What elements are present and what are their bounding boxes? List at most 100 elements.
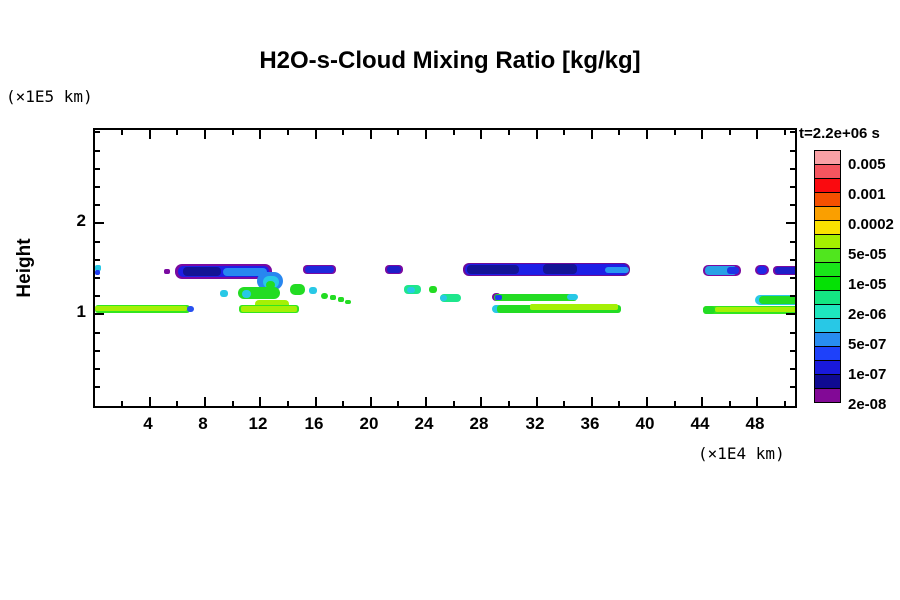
cloud-contour-segment xyxy=(242,290,251,298)
colorbar-label: 1e-05 xyxy=(848,276,887,293)
axis-tick xyxy=(95,386,100,388)
axis-tick xyxy=(95,241,100,243)
axis-tick xyxy=(729,401,731,406)
cloud-contour-segment xyxy=(567,294,578,300)
axis-tick xyxy=(790,277,795,279)
cloud-contour-segment xyxy=(429,286,437,293)
axis-tick xyxy=(95,277,100,279)
cloud-contour-segment xyxy=(95,306,187,311)
colorbar-cell xyxy=(814,192,841,207)
cloud-contour-segment xyxy=(775,267,795,274)
axis-tick xyxy=(95,222,104,224)
cloud-contour-segment xyxy=(187,306,194,312)
colorbar-label: 2e-06 xyxy=(848,306,887,323)
axis-tick xyxy=(425,130,427,139)
colorbar-cell xyxy=(814,304,841,319)
axis-tick xyxy=(453,401,455,406)
cloud-contour-segment xyxy=(727,267,739,274)
axis-tick xyxy=(95,186,100,188)
cloud-contour-segment xyxy=(715,307,795,312)
cloud-contour-segment xyxy=(530,304,618,310)
axis-tick xyxy=(259,130,261,139)
axis-tick xyxy=(397,401,399,406)
cloud-contour-segment xyxy=(95,265,101,271)
axis-tick xyxy=(95,131,100,133)
colorbar-cell xyxy=(814,374,841,389)
axis-tick xyxy=(790,259,795,261)
x-tick-label: 12 xyxy=(248,414,268,433)
axis-tick xyxy=(790,186,795,188)
cloud-contour-segment xyxy=(241,306,297,312)
cloud-contour-segment xyxy=(757,266,767,274)
axis-tick xyxy=(536,397,538,406)
y-tick-label: 1 xyxy=(76,302,86,321)
axis-tick xyxy=(176,130,178,135)
x-tick-label: 32 xyxy=(525,414,545,433)
colorbar-cell xyxy=(814,164,841,179)
axis-tick xyxy=(756,397,758,406)
axis-tick xyxy=(121,401,123,406)
cloud-contour-segment xyxy=(338,297,344,302)
cloud-contour-segment xyxy=(759,296,795,304)
x-tick-label: 20 xyxy=(359,414,379,433)
x-tick-label: 28 xyxy=(469,414,489,433)
colorbar-cell xyxy=(814,332,841,347)
cloud-contour-segment xyxy=(543,264,577,274)
axis-tick xyxy=(646,397,648,406)
axis-tick xyxy=(204,397,206,406)
axis-tick xyxy=(121,130,123,135)
axis-tick xyxy=(232,401,234,406)
colorbar-cell xyxy=(814,150,841,165)
axis-tick xyxy=(204,130,206,139)
plot-frame xyxy=(93,128,797,408)
x-tick-label: 24 xyxy=(414,414,434,433)
x-tick-label: 40 xyxy=(635,414,655,433)
axis-tick xyxy=(618,401,620,406)
axis-tick xyxy=(729,130,731,135)
cloud-contour-segment xyxy=(223,268,267,276)
chart-title: H2O-s-Cloud Mixing Ratio [kg/kg] xyxy=(259,47,641,74)
cloud-contour-segment xyxy=(290,284,305,295)
axis-tick xyxy=(232,130,234,135)
axis-tick xyxy=(790,368,795,370)
colorbar-cell xyxy=(814,262,841,277)
axis-tick xyxy=(786,222,795,224)
axis-tick xyxy=(646,130,648,139)
colorbar-label: 5e-07 xyxy=(848,336,887,353)
colorbar-cell xyxy=(814,178,841,193)
axis-tick xyxy=(315,397,317,406)
cloud-contour-segment xyxy=(494,294,577,301)
axis-tick xyxy=(563,401,565,406)
colorbar-label: 5e-05 xyxy=(848,246,887,263)
axis-tick xyxy=(480,130,482,139)
cloud-contour-segment xyxy=(440,295,447,301)
axis-tick xyxy=(790,131,795,133)
axis-tick xyxy=(149,130,151,139)
colorbar-cell xyxy=(814,346,841,361)
axis-tick xyxy=(591,130,593,139)
axis-tick xyxy=(342,401,344,406)
axis-tick xyxy=(618,130,620,135)
axis-tick xyxy=(591,397,593,406)
axis-tick xyxy=(95,168,100,170)
axis-tick xyxy=(790,332,795,334)
colorbar-cell xyxy=(814,276,841,291)
axis-tick xyxy=(508,401,510,406)
axis-tick xyxy=(784,130,786,135)
x-tick-label: 48 xyxy=(745,414,765,433)
axis-tick xyxy=(176,401,178,406)
axis-tick xyxy=(790,241,795,243)
axis-tick xyxy=(95,204,100,206)
axis-tick xyxy=(790,204,795,206)
axis-tick xyxy=(674,401,676,406)
cloud-contour-segment xyxy=(605,267,629,273)
axis-tick xyxy=(95,259,100,261)
colorbar-cell xyxy=(814,234,841,249)
axis-tick xyxy=(790,150,795,152)
cloud-contour-segment xyxy=(467,265,519,274)
colorbar-label: 0.0002 xyxy=(848,216,894,233)
colorbar-label: 0.001 xyxy=(848,186,886,203)
axis-tick xyxy=(95,350,100,352)
y-axis-unit-label: (×1E5 km) xyxy=(6,87,93,106)
cloud-contour-segment xyxy=(387,266,401,273)
